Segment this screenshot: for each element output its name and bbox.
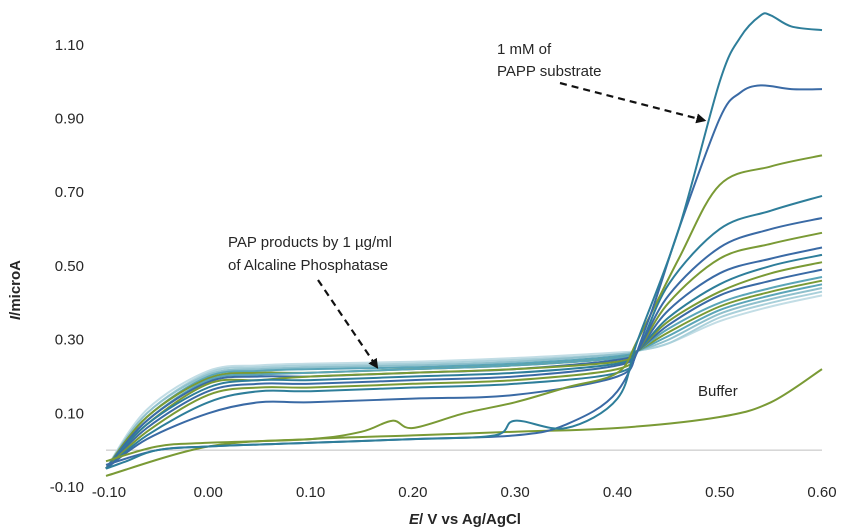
y-tick-label: 1.10 [55,37,84,54]
series-line-4 [105,368,823,477]
y-tick-label: 0.10 [55,405,84,422]
y-tick-label: 0.30 [55,332,84,349]
annotation-papp: 1 mM of PAPP substrate [497,41,707,124]
series-line-10 [105,261,823,470]
series-line-9 [105,253,823,470]
x-axis-title: E/ V vs Ag/AgCl [409,511,521,528]
y-tick-label: 0.70 [55,184,84,201]
annotation-papp-line1: 1 mM of [497,41,552,58]
x-tick-label: 0.10 [296,484,325,501]
x-tick-label: 0.20 [398,484,427,501]
series-line-5 [105,217,823,470]
series-line-12 [105,276,823,470]
series-line-15 [105,287,823,470]
series-line-7 [105,231,823,470]
series-line-14 [105,283,823,470]
y-tick-label: 0.90 [55,111,84,128]
series-group [105,12,823,477]
x-tick-label: 0.30 [501,484,530,501]
annotation-pap-line2: of Alcaline Phosphatase [228,257,388,274]
series-line-1 [105,12,823,470]
y-axis-title: I/microA [7,260,24,320]
annotation-pap: PAP products by 1 µg/ml of Alcaline Phos… [228,234,392,369]
annotation-pap-line1: PAP products by 1 µg/ml [228,234,392,251]
annotation-buffer: Buffer [698,383,738,400]
y-tick-labels: -0.10 0.10 0.30 0.50 0.70 0.90 1.10 [50,37,84,496]
x-tick-labels: -0.10 0.00 0.10 0.20 0.30 0.40 0.50 0.60 [92,484,837,501]
series-line-3 [105,154,823,463]
series-line-8 [105,246,823,470]
y-tick-label: -0.10 [50,479,84,496]
series-line-6 [105,194,823,470]
x-tick-label: 0.40 [603,484,632,501]
x-tick-label: 0.00 [194,484,223,501]
x-tick-label: -0.10 [92,484,126,501]
annotation-pap-arrow [317,279,379,369]
annotation-papp-arrow [559,81,707,124]
y-tick-label: 0.50 [55,258,84,275]
x-tick-label: 0.50 [705,484,734,501]
annotation-papp-line2: PAPP substrate [497,63,602,80]
series-line-16 [105,290,823,470]
series-line-17 [105,294,823,470]
x-tick-label: 0.60 [807,484,836,501]
